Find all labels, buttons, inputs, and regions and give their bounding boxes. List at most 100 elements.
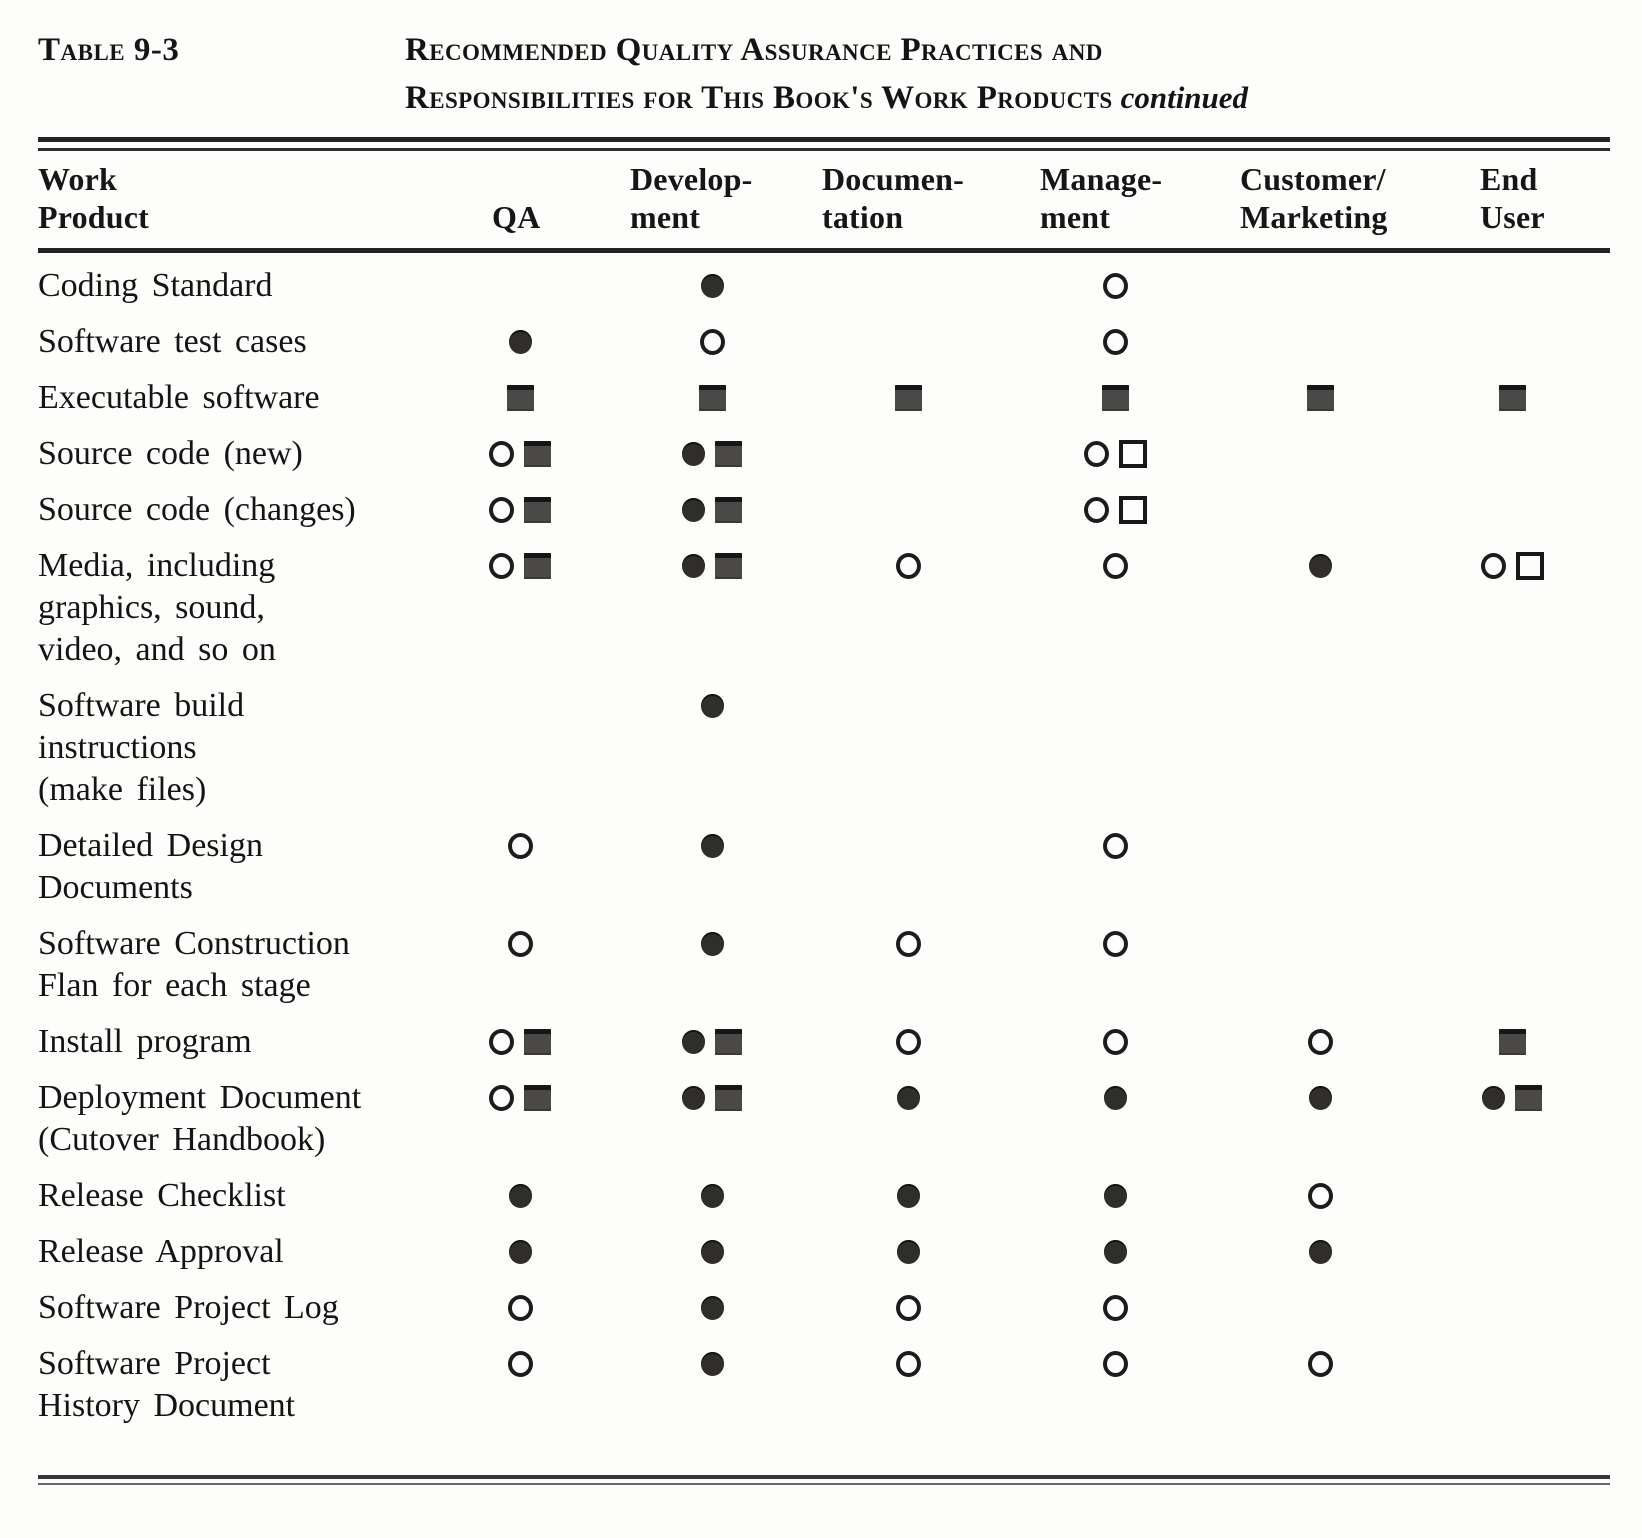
responsibility-cell xyxy=(428,1343,612,1385)
open-circle-icon xyxy=(1307,1029,1333,1055)
table-title: Recommended Quality Assurance Practices … xyxy=(405,26,1610,122)
table-title-line2-wrap: Responsibilities for This Book's Work Pr… xyxy=(405,74,1610,122)
responsibility-cell xyxy=(612,1021,812,1063)
filled-square-icon xyxy=(715,441,742,467)
table-row: Executable software xyxy=(38,377,1610,419)
responsibility-cell xyxy=(1226,923,1414,965)
filled-square-icon xyxy=(524,553,551,579)
top-double-rule xyxy=(38,137,1610,151)
responsibility-cell xyxy=(812,825,1004,867)
filled-circle-icon xyxy=(896,1184,920,1208)
column-header-documentation: Documen-tation xyxy=(822,161,965,235)
filled-square-icon xyxy=(1306,385,1334,411)
responsibility-cell xyxy=(612,433,812,475)
responsibility-cell xyxy=(1414,1231,1610,1273)
work-product-name: Media, including graphics, sound, video, a… xyxy=(38,547,276,668)
open-circle-icon xyxy=(489,497,514,523)
filled-circle-icon xyxy=(682,498,705,522)
responsibility-cell xyxy=(428,1287,612,1329)
responsibility-cell xyxy=(1414,433,1610,475)
table-title-line2: Responsibilities for This Book's Work Pr… xyxy=(405,80,1113,116)
responsibility-cell xyxy=(1226,377,1414,419)
filled-square-icon xyxy=(715,1029,742,1055)
open-circle-icon xyxy=(1102,1029,1128,1055)
responsibility-cell xyxy=(428,1077,612,1119)
column-header-work-product: Work Product xyxy=(38,161,150,235)
responsibility-cell xyxy=(612,1077,812,1119)
responsibility-cell xyxy=(1004,1343,1226,1385)
responsibility-cell xyxy=(1226,1231,1414,1273)
responsibility-cell xyxy=(428,1021,612,1063)
filled-circle-icon xyxy=(1308,1240,1332,1264)
responsibility-cell xyxy=(1004,685,1226,727)
work-product-name: Software Project Log xyxy=(38,1289,339,1326)
responsibility-cell xyxy=(1414,685,1610,727)
responsibility-cell xyxy=(1414,1077,1610,1119)
filled-circle-icon xyxy=(700,834,724,858)
responsibility-cell xyxy=(1004,1175,1226,1217)
responsibility-cell xyxy=(812,1021,1004,1063)
filled-square-icon xyxy=(1498,1029,1526,1055)
responsibility-cell xyxy=(612,1343,812,1385)
responsibility-cell xyxy=(428,923,612,965)
open-square-icon xyxy=(1515,552,1544,580)
open-circle-icon xyxy=(895,553,921,579)
responsibility-cell xyxy=(1226,433,1414,475)
filled-circle-icon xyxy=(700,932,724,956)
filled-circle-icon xyxy=(682,554,705,578)
filled-circle-icon xyxy=(682,442,705,466)
filled-circle-icon xyxy=(1103,1240,1127,1264)
open-circle-icon xyxy=(1083,497,1109,523)
responsibility-cell xyxy=(1004,545,1226,587)
open-circle-icon xyxy=(1102,553,1128,579)
open-circle-icon xyxy=(489,553,514,579)
filled-circle-icon xyxy=(508,330,532,354)
open-circle-icon xyxy=(1102,833,1128,859)
work-product-name: Executable software xyxy=(38,379,320,416)
filled-circle-icon xyxy=(1308,554,1332,578)
open-circle-icon xyxy=(895,1029,921,1055)
work-product-name: Source code (new) xyxy=(38,435,303,472)
work-product-name: Release Approval xyxy=(38,1233,284,1270)
open-circle-icon xyxy=(1102,329,1128,355)
responsibility-cell xyxy=(812,321,1004,363)
table-row: Source code (changes) xyxy=(38,489,1610,531)
responsibility-cell xyxy=(812,1175,1004,1217)
work-product-name: Deployment Document (Cutover Handbook) xyxy=(38,1079,362,1158)
work-product-name: Software test cases xyxy=(38,323,307,360)
filled-circle-icon xyxy=(1482,1086,1505,1110)
table-title-line1: Recommended Quality Assurance Practices … xyxy=(405,32,1103,68)
filled-square-icon xyxy=(524,1029,551,1055)
filled-circle-icon xyxy=(1103,1184,1127,1208)
responsibility-cell xyxy=(1414,377,1610,419)
table-row: Software test cases xyxy=(38,321,1610,363)
filled-square-icon xyxy=(715,553,742,579)
open-circle-icon xyxy=(507,931,533,957)
open-circle-icon xyxy=(1102,1351,1128,1377)
work-product-name: Install program xyxy=(38,1023,252,1060)
responsibility-cell xyxy=(1226,825,1414,867)
responsibility-cell xyxy=(1004,1021,1226,1063)
filled-square-icon xyxy=(524,441,551,467)
responsibility-cell xyxy=(812,545,1004,587)
filled-square-icon xyxy=(715,1085,742,1111)
filled-circle-icon xyxy=(700,274,724,298)
open-circle-icon xyxy=(1480,553,1506,579)
responsibility-cell xyxy=(1414,1343,1610,1385)
open-square-icon xyxy=(1118,496,1147,524)
responsibility-cell xyxy=(1226,1077,1414,1119)
filled-square-icon xyxy=(715,497,742,523)
open-circle-icon xyxy=(507,1295,533,1321)
work-product-name: Release Checklist xyxy=(38,1177,286,1214)
column-header-qa: QA xyxy=(492,199,541,235)
filled-circle-icon xyxy=(896,1086,920,1110)
open-circle-icon xyxy=(895,1351,921,1377)
open-circle-icon xyxy=(1083,441,1109,467)
responsibility-cell xyxy=(1004,489,1226,531)
responsibility-cell xyxy=(612,1231,812,1273)
responsibility-cell xyxy=(1004,321,1226,363)
work-product-name: Software build instructions (make files) xyxy=(38,687,245,808)
filled-circle-icon xyxy=(700,1296,724,1320)
responsibility-cell xyxy=(812,1231,1004,1273)
